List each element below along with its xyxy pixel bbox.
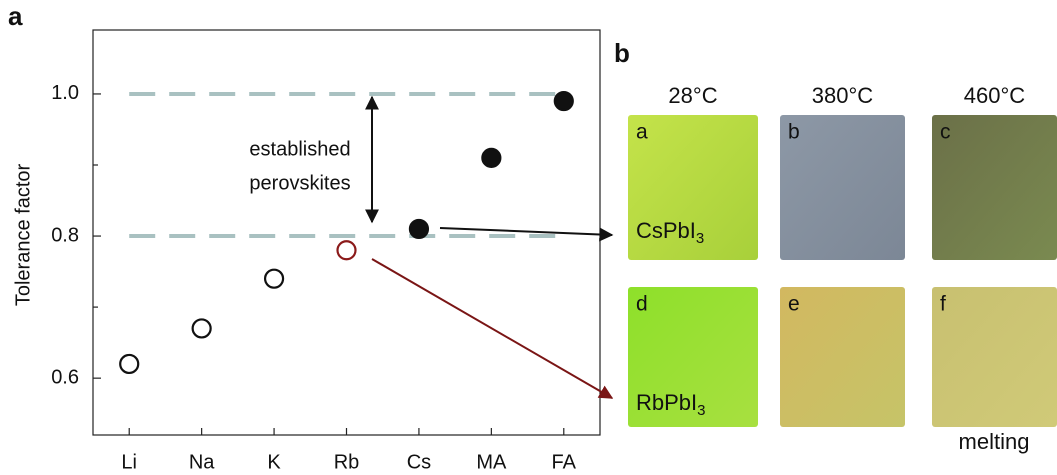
y-tick-label: 1.0 — [51, 82, 79, 104]
x-tick-label: Rb — [334, 451, 360, 473]
photo-letter: c — [940, 121, 951, 144]
data-point — [553, 90, 574, 112]
x-tick-label: Na — [189, 451, 215, 473]
photo — [628, 287, 758, 427]
compound-label: RbPbI3 — [636, 390, 706, 419]
x-tick-label: K — [267, 451, 281, 473]
temperature-label: 28°C — [668, 83, 717, 108]
panel-label: b — [614, 38, 630, 68]
photo — [780, 287, 905, 427]
photo — [780, 115, 905, 260]
photo-letter: d — [636, 293, 648, 316]
temperature-label: 460°C — [964, 83, 1026, 108]
cs-arrow — [439, 227, 614, 242]
annotation: perovskites — [249, 172, 350, 194]
panel-label: a — [8, 1, 23, 31]
y-axis-label: Tolerance factor — [12, 164, 34, 307]
photo — [932, 115, 1057, 260]
data-point — [263, 268, 285, 289]
temperature-label: 380°C — [812, 83, 874, 108]
data-point — [191, 318, 212, 339]
data-point — [481, 147, 502, 168]
photo-letter: b — [788, 121, 800, 144]
photo — [932, 287, 1057, 427]
compound-label: CsPbI3 — [636, 218, 704, 247]
plot-frame — [92, 29, 601, 436]
compound-name: CsPbI — [636, 218, 696, 243]
compound-subscript: 3 — [697, 402, 705, 419]
compound-name: RbPbI — [636, 390, 697, 415]
rb-arrow — [371, 258, 614, 399]
data-point — [336, 240, 357, 261]
note: melting — [959, 429, 1030, 454]
photo-letter: e — [788, 293, 800, 316]
x-tick-label: FA — [552, 451, 577, 473]
x-tick-label: MA — [476, 451, 507, 473]
photo-letter: f — [940, 293, 946, 316]
y-tick-label: 0.6 — [51, 366, 79, 388]
data-point — [408, 218, 430, 240]
annotation: established — [249, 138, 350, 160]
compound-subscript: 3 — [696, 230, 704, 247]
x-tick-label: Cs — [407, 451, 431, 473]
x-tick-label: Li — [121, 451, 137, 473]
data-point — [119, 353, 140, 375]
photo — [628, 115, 758, 260]
y-tick-label: 0.8 — [51, 224, 79, 246]
photo-letter: a — [636, 121, 648, 144]
